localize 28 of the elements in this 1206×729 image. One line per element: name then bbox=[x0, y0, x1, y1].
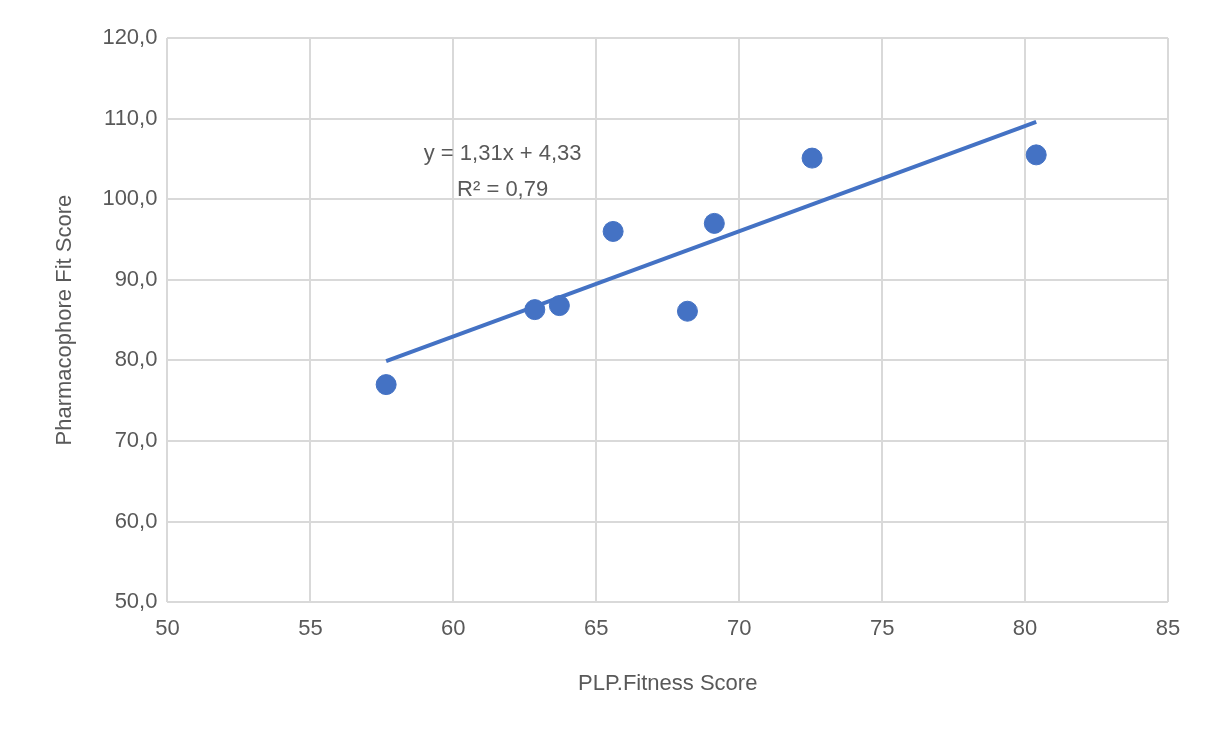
y-tick-label: 80,0 bbox=[114, 346, 158, 372]
x-tick-label: 50 bbox=[155, 615, 180, 641]
annotation: R² = 0,79 bbox=[457, 175, 549, 201]
annotation: y = 1,31x + 4,33 bbox=[423, 139, 582, 165]
point bbox=[1025, 144, 1047, 166]
point bbox=[801, 147, 823, 169]
y-tick-label: 110,0 bbox=[104, 104, 158, 130]
x-tick-label: 70 bbox=[726, 615, 752, 641]
point bbox=[548, 295, 570, 317]
point bbox=[703, 212, 725, 234]
point bbox=[375, 374, 397, 396]
point bbox=[602, 220, 624, 242]
point bbox=[524, 299, 546, 321]
y-tick-label: 120,0 bbox=[102, 24, 158, 50]
point bbox=[676, 300, 698, 322]
x-axis-title: PLP.Fitness Score bbox=[578, 669, 758, 695]
y-tick-label: 60,0 bbox=[114, 507, 158, 533]
x-tick-label: 65 bbox=[584, 615, 609, 641]
x-tick-label: 60 bbox=[441, 615, 466, 641]
y-tick-label: 90,0 bbox=[114, 265, 158, 291]
y-tick-label: 50,0 bbox=[114, 588, 158, 614]
x-tick-label: 80 bbox=[1012, 615, 1038, 641]
x-tick-label: 75 bbox=[869, 615, 895, 641]
y-axis-title: Pharmacophore Fit Score bbox=[51, 194, 77, 446]
x-tick-label: 55 bbox=[298, 615, 323, 641]
y-tick-label: 100,0 bbox=[102, 185, 158, 211]
y-tick-label: 70,0 bbox=[114, 427, 158, 453]
x-tick-label: 85 bbox=[1155, 615, 1181, 641]
